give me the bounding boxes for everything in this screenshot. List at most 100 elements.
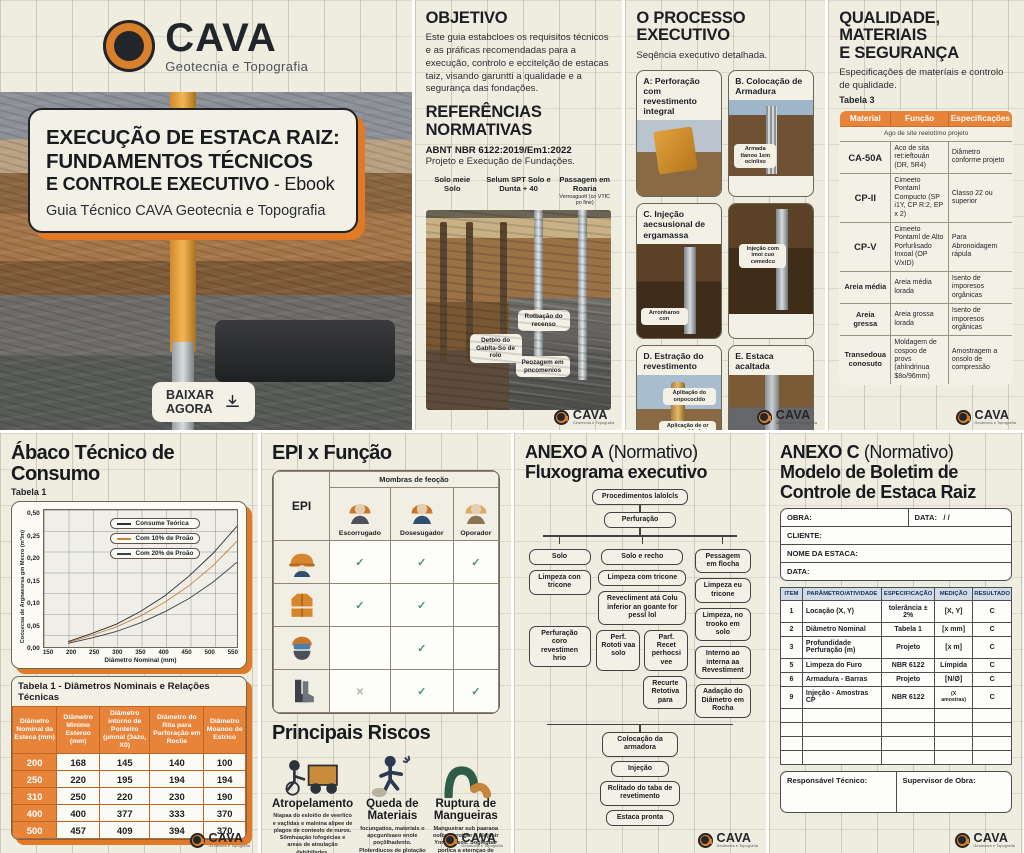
- download-icon: [226, 394, 239, 407]
- epi-top-caption: Mombras de feoção: [329, 471, 499, 488]
- download-button[interactable]: BAIXAR AGORA: [152, 382, 255, 422]
- diam-cell-0-2: 145: [99, 753, 151, 772]
- anx-blank-1-2[interactable]: [881, 721, 936, 737]
- epi-function-row: Escorrugado Dosesug: [274, 487, 499, 541]
- soil-figure-labels: Solo meie Solo Selum SPT Solo e Dunta + …: [426, 175, 612, 206]
- anx-blank-3-2[interactable]: [881, 749, 936, 765]
- anx-cell-0-4: C: [972, 600, 1012, 623]
- panel-processo: O PROCESSO EXECUTIVO Seqência executivo …: [625, 0, 826, 430]
- anx-blank-1-0[interactable]: [780, 721, 803, 737]
- cava-logo-mark-icon: [103, 20, 156, 72]
- diam-cell-0-4: 100: [203, 753, 246, 772]
- form-label-data2[interactable]: DATA:: [787, 567, 810, 577]
- anexo-a-heading-light: (Normativo): [603, 442, 698, 462]
- x-tick-0: 150: [42, 649, 54, 656]
- anx-blank-3-0[interactable]: [780, 749, 803, 765]
- anx-th-2: ESPECIFICAÇÃO: [881, 587, 936, 602]
- anx-cell-0-1: Locação (X, Y): [801, 600, 883, 623]
- table-row-blank: [780, 735, 1012, 751]
- anx-blank-1-3[interactable]: [934, 721, 974, 737]
- brand-name: CAVA: [165, 15, 277, 60]
- borehole-3: [499, 222, 507, 363]
- anx-blank-3-3[interactable]: [934, 749, 974, 765]
- table-row: 500 457 409 394 370: [12, 821, 246, 840]
- flow-node-b3b: Limpeza, no trooko em solo: [694, 608, 751, 642]
- chart-y-ticks: 0,50 0,25 0,20 0,15 0,10 0,05 0,00: [27, 509, 43, 664]
- anx-cell-0-3: [X, Y]: [934, 600, 974, 623]
- table-row: ✓ ✓: [273, 583, 499, 627]
- x-tick-6: 450: [181, 649, 192, 656]
- objetivo-heading: OBJETIVO: [425, 9, 508, 27]
- form-label-estaca[interactable]: NOME DA ESTACA:: [787, 549, 858, 559]
- falling-materials-icon: [358, 750, 426, 798]
- material-name-2: CP-V: [840, 221, 892, 272]
- anx-cell-4-2: Projeto: [881, 671, 936, 688]
- anx-cell-4-3: [N/Ø]: [934, 671, 974, 688]
- form-label-obra[interactable]: OBRA:: [787, 513, 812, 523]
- signature-responsavel[interactable]: Responsável Técnico:: [787, 775, 868, 785]
- rock-zone: [509, 298, 612, 411]
- anexo-a-heading-1: ANEXO A (Normativo): [525, 442, 755, 463]
- diam-cell-2-0: 310: [12, 787, 58, 806]
- anx-blank-2-1[interactable]: [801, 735, 883, 751]
- anexo-c-heading-3: Controle de Estaca Raiz: [780, 481, 976, 502]
- flow-node-branch1: Solo: [528, 548, 591, 565]
- flowchart: Procedimentos lalolcls Perfuração Solo L…: [525, 488, 755, 827]
- x-tick-8: 550: [227, 649, 238, 656]
- material-name-1: CP-II: [840, 173, 892, 223]
- flow-node-retirada: Rclitado do taba de revetimento: [600, 781, 680, 806]
- diam-cell-3-2: 377: [99, 804, 151, 823]
- respirator-icon: [274, 627, 329, 669]
- anx-blank-3-4[interactable]: [972, 749, 1012, 765]
- anx-cell-1-0: 2: [780, 621, 803, 638]
- anx-blank-0-0[interactable]: [780, 707, 803, 723]
- table-row: 1 Locação (X, Y) tolerância ± 2% [X, Y] C: [780, 600, 1012, 623]
- diam-cell-3-3: 333: [149, 804, 205, 823]
- x-tick-5: 400: [158, 649, 169, 656]
- anx-blank-2-0[interactable]: [780, 735, 803, 751]
- processo-step-c2-callout: Injeção com imoi cuo cemedcu: [739, 243, 787, 268]
- flow-node-left: Perfuração coro revestimen hrio: [528, 625, 591, 668]
- diam-cell-1-2: 195: [99, 770, 151, 789]
- material-funcao-1: Cimeeto Pontaml Compucto (SP i1Y, CP R:2…: [890, 173, 949, 223]
- anx-cell-5-2: NBR 6122: [881, 686, 936, 709]
- form-label-data[interactable]: DATA: / /: [907, 509, 1012, 527]
- footer-brand-tagline: Geotecnia e Topografia: [716, 844, 758, 848]
- processo-step-b: B. Colocação de Armadura Armada tlanoo 1…: [728, 69, 815, 198]
- diam-cell-0-0: 200: [12, 753, 58, 772]
- epi-item-jacket: [273, 583, 330, 627]
- cava-footer-mark-icon: [189, 832, 205, 848]
- soil-sublabel: Verroaguotí (co VTfC po fine): [559, 193, 611, 206]
- epi-heading: EPI x Função: [272, 442, 392, 464]
- material-funcao-5: Moldagem de cospoo de provs (ahlndrinua …: [890, 335, 949, 385]
- footer-brand-name: CAVA: [973, 830, 1009, 845]
- anx-blank-2-2[interactable]: [881, 735, 936, 751]
- form-label-cliente[interactable]: CLIENTE:: [787, 531, 823, 541]
- diam-cell-2-4: 190: [203, 787, 246, 806]
- qualidade-subheading: Especificações de materíais e controlo d…: [839, 67, 1004, 92]
- anx-cell-3-1: Limpeza do Furo: [801, 657, 883, 673]
- flow-node-injecao: Injeção: [611, 760, 669, 777]
- soil-callout-2: Peozagem em pncomenios: [515, 356, 570, 378]
- anx-blank-2-4[interactable]: [972, 735, 1012, 751]
- panel-objetivo: OBJETIVO Este guia estabcloes os requisi…: [414, 0, 623, 430]
- diam-cell-3-4: 370: [203, 804, 246, 823]
- anx-blank-1-1[interactable]: [801, 721, 883, 737]
- anx-blank-0-2[interactable]: [881, 707, 936, 723]
- cava-footer-mark-icon: [697, 832, 713, 848]
- check-icon: ✓: [417, 643, 427, 655]
- anx-blank-0-1[interactable]: [801, 707, 883, 723]
- anx-blank-3-1[interactable]: [801, 749, 883, 765]
- footer-logo-processo: CAVA Geotecnia e Topografia: [756, 408, 818, 425]
- epi-cell-1-2: [452, 583, 499, 627]
- material-espec-2: Para Abronoidagem rápula: [947, 221, 1013, 272]
- anx-blank-0-3[interactable]: [934, 707, 974, 723]
- processo-step-c-title: C. Injeção aecsusional de ergamassa: [643, 209, 706, 240]
- anx-blank-2-3[interactable]: [934, 735, 974, 751]
- panel-cover: CAVA Geotecnia e Topografia EXECUÇÃO DE …: [0, 0, 412, 430]
- anx-blank-1-4[interactable]: [972, 721, 1012, 737]
- anx-blank-0-4[interactable]: [972, 707, 1012, 723]
- flow-node-rightdown: Aadação do Diâmetro em Rocha: [694, 684, 751, 718]
- material-name-3: Areia média: [840, 270, 892, 305]
- signature-supervisor[interactable]: Supervisor de Obra:: [895, 771, 1012, 812]
